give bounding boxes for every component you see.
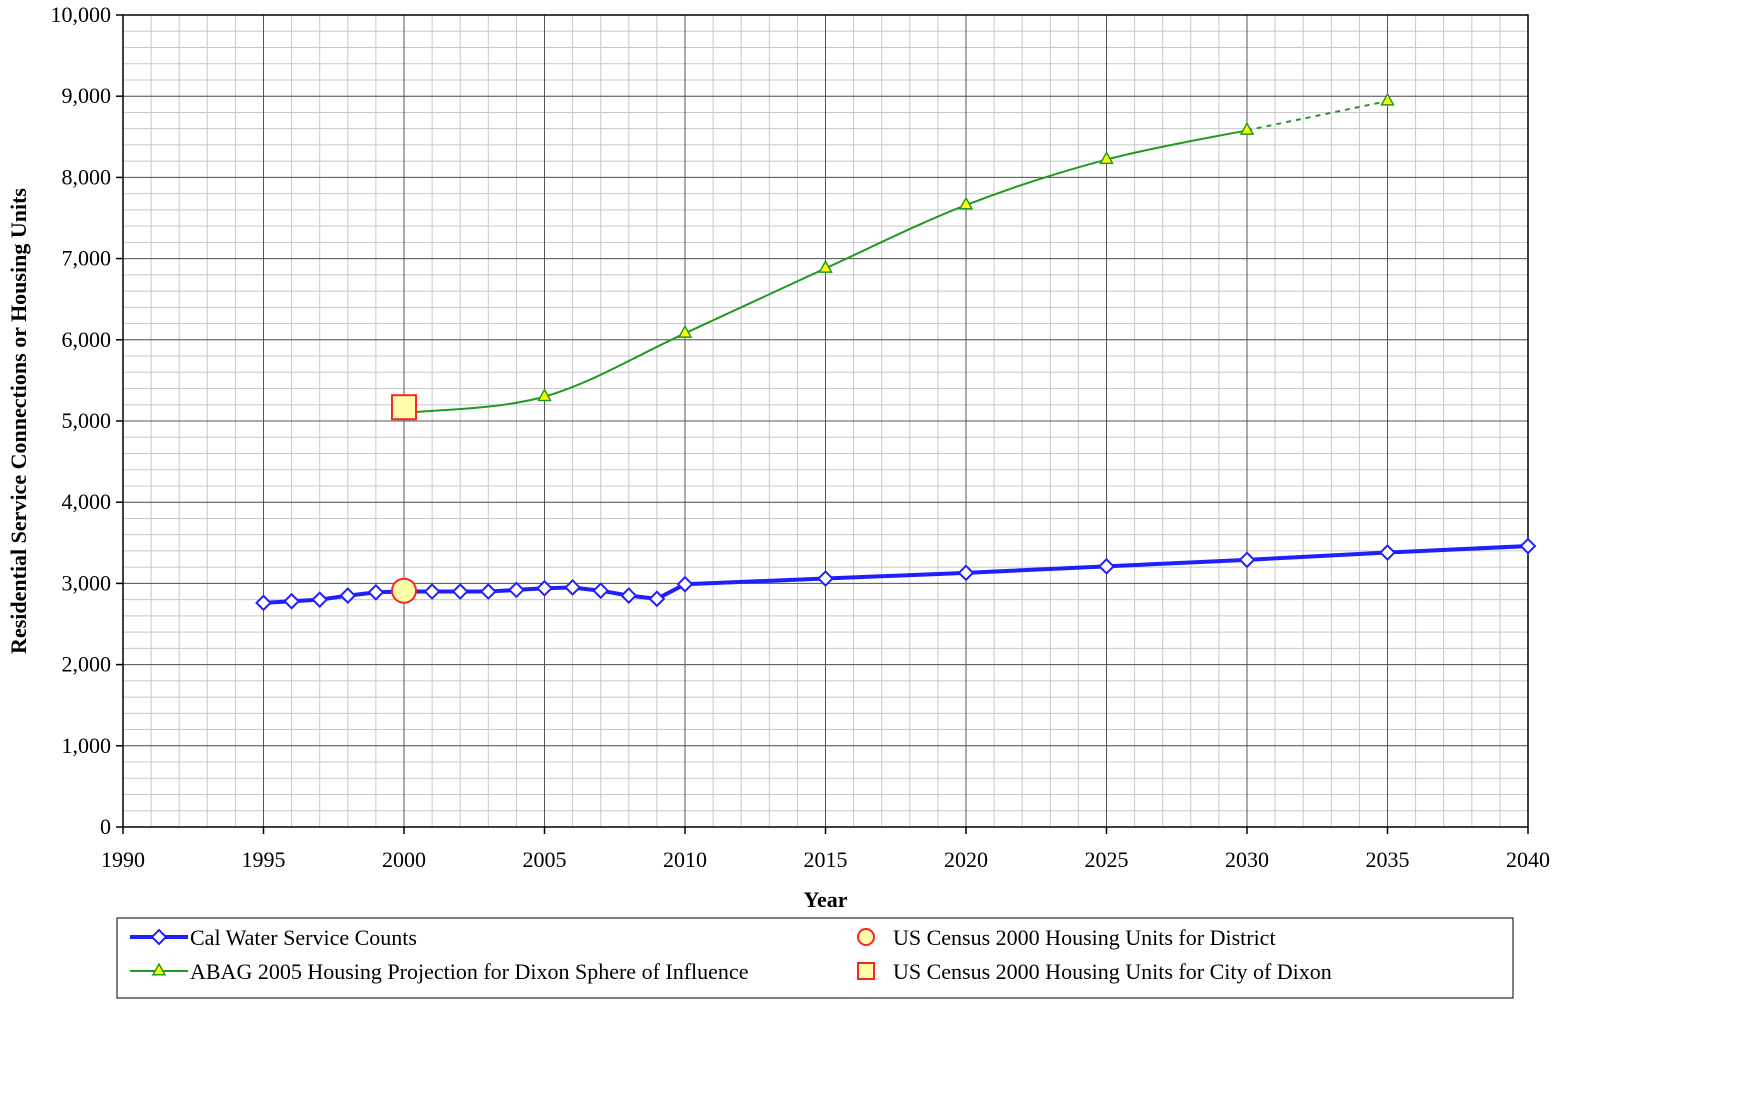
point-cal-water [367, 583, 385, 601]
legend: Cal Water Service Counts ABAG 2005 Housi… [116, 917, 1514, 999]
point-abag [818, 259, 833, 273]
y-axis-title: Residential Service Connections or Housi… [6, 188, 31, 654]
y-tick-label: 10,000 [51, 2, 112, 27]
x-tick-label: 2015 [804, 847, 848, 872]
legend-marker-census-district [857, 928, 875, 946]
point-cal-water [311, 591, 329, 609]
point-abag [677, 324, 693, 338]
point-census-district [391, 577, 417, 604]
point-cal-water [648, 590, 666, 608]
point-abag [1239, 121, 1255, 135]
point-cal-water [451, 583, 469, 600]
point-abag [1380, 92, 1395, 106]
legend-label-abag: ABAG 2005 Housing Projection for Dixon S… [190, 959, 748, 984]
point-cal-water [817, 570, 834, 587]
series-line-cal-water [263, 544, 1529, 605]
y-tick-label: 9,000 [62, 83, 112, 108]
point-cal-water [536, 579, 553, 597]
point-cal-water [423, 583, 441, 600]
y-tick-label: 0 [100, 814, 111, 839]
legend-box [116, 917, 1514, 999]
y-tick-label: 2,000 [62, 652, 112, 677]
point-cal-water [339, 587, 357, 604]
point-abag [537, 388, 552, 402]
point-cal-water [479, 583, 497, 600]
point-cal-water [1379, 544, 1396, 561]
legend-marker-census-dixon [857, 962, 875, 980]
y-tick-label: 6,000 [62, 327, 112, 352]
x-tick-label: 1990 [101, 847, 145, 872]
y-tick-label: 7,000 [62, 246, 112, 271]
x-tick-label: 2005 [523, 847, 567, 872]
major-grid [122, 14, 1529, 828]
y-tick-label: 1,000 [62, 733, 112, 758]
x-tick-label: 2035 [1366, 847, 1410, 872]
point-cal-water [1238, 551, 1256, 569]
point-cal-water [283, 592, 301, 610]
point-cal-water [1519, 537, 1537, 555]
point-cal-water [957, 564, 975, 582]
point-abag [1099, 150, 1114, 165]
y-axis-ticks: 0 1,000 2,000 3,000 4,000 5,000 6,000 7,000 8,00… [51, 2, 123, 839]
x-tick-label: 1995 [242, 847, 286, 872]
point-census-dixon [391, 394, 417, 421]
legend-swatch-census-dixon [857, 962, 875, 980]
point-cal-water [676, 575, 694, 593]
point-cal-water [592, 582, 610, 600]
legend-swatch-cal-water [130, 928, 188, 946]
x-tick-label: 2040 [1506, 847, 1550, 872]
legend-marker-cal-water [150, 928, 168, 946]
series-line-abag-projection-dashed [1246, 100, 1388, 132]
series-layer [255, 92, 1537, 612]
x-axis-title: Year [804, 887, 848, 912]
point-cal-water [255, 594, 272, 612]
y-tick-label: 8,000 [62, 164, 112, 189]
x-tick-label: 2010 [663, 847, 707, 872]
point-cal-water [1098, 557, 1115, 575]
legend-marker-abag [151, 962, 167, 976]
x-tick-label: 2000 [382, 847, 426, 872]
legend-label-census-district: US Census 2000 Housing Units for Distric… [893, 925, 1276, 950]
y-tick-label: 4,000 [62, 489, 112, 514]
y-tick-label: 5,000 [62, 408, 112, 433]
legend-label-cal-water: Cal Water Service Counts [190, 925, 417, 950]
x-tick-label: 2030 [1225, 847, 1269, 872]
x-tick-label: 2025 [1085, 847, 1129, 872]
legend-label-census-dixon: US Census 2000 Housing Units for City of… [893, 959, 1332, 984]
point-cal-water [620, 587, 638, 604]
y-tick-label: 3,000 [62, 570, 112, 595]
legend-swatch-census-district [857, 928, 875, 946]
point-cal-water [507, 581, 525, 599]
point-abag [958, 196, 974, 210]
x-tick-label: 2020 [944, 847, 988, 872]
x-axis-ticks: 1990 1995 2000 2005 2010 2015 2020 2025 2030 2035… [101, 827, 1550, 872]
legend-swatch-abag [130, 962, 188, 976]
point-cal-water [564, 579, 582, 596]
